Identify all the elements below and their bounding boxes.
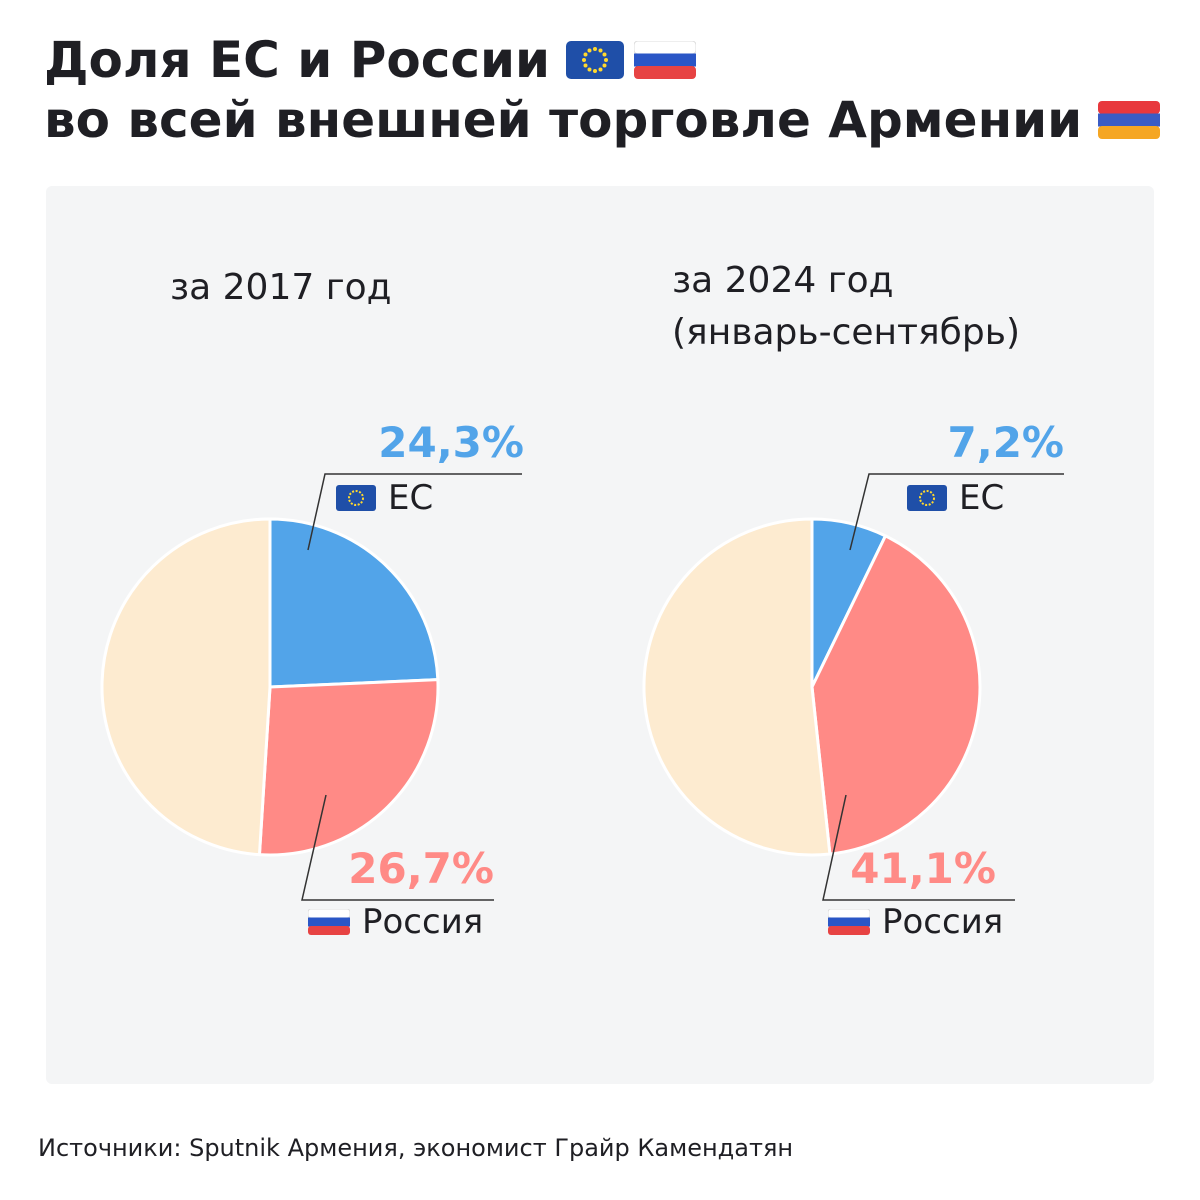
- pie-chart-2017: [100, 517, 440, 857]
- title-line-2: во всей внешней торговле Армении: [44, 90, 1164, 150]
- russia-value-label-2024: 41,1%: [850, 844, 996, 893]
- eu-flag-icon: [907, 485, 947, 511]
- slice-other: [642, 517, 832, 857]
- slice-russia: [810, 534, 982, 856]
- russia-legend-2024: Россия: [828, 902, 1003, 942]
- slice-russia: [257, 678, 440, 857]
- russia-legend-2017: Россия: [308, 902, 483, 942]
- leader-line-russia-2024: [822, 794, 1015, 901]
- chart-subtitle-2024: (январь-сентябрь): [672, 312, 1020, 353]
- pie-chart-2024: [642, 517, 982, 857]
- russia-flag-icon: [828, 909, 870, 935]
- leader-line-russia-2017: [301, 794, 494, 901]
- eu-legend-label-2024: ЕС: [959, 478, 1005, 518]
- russia-flag-icon: [308, 909, 350, 935]
- eu-legend-2017: ЕС: [336, 478, 433, 518]
- russia-value-label-2017: 26,7%: [348, 844, 494, 893]
- russia-legend-label-2017: Россия: [362, 902, 484, 942]
- chart-title-2017: за 2017 год: [170, 267, 392, 308]
- slice-eu: [268, 517, 440, 689]
- leader-lines: [301, 473, 1064, 901]
- slice-other: [100, 517, 272, 857]
- title-text-2: во всей внешней торговле Армении: [44, 91, 1083, 149]
- armenia-flag-icon: [1098, 101, 1161, 139]
- leader-line-eu-2024: [849, 473, 1064, 551]
- russia-flag-icon: [634, 41, 697, 79]
- russia-legend-label-2024: Россия: [882, 902, 1004, 942]
- chart-title-2024: за 2024 год: [672, 260, 894, 301]
- eu-legend-label-2017: ЕС: [388, 478, 434, 518]
- eu-flag-icon: [336, 485, 376, 511]
- source-note: Источники: Sputnik Армения, экономист Гр…: [38, 1134, 794, 1162]
- eu-value-label-2017: 24,3%: [378, 418, 524, 467]
- title-text-1: Доля ЕС и России: [44, 31, 551, 89]
- eu-value-label-2024: 7,2%: [947, 418, 1064, 467]
- leader-line-eu-2017: [307, 473, 522, 551]
- eu-legend-2024: ЕС: [907, 478, 1004, 518]
- title-line-1: Доля ЕС и России: [44, 30, 1164, 90]
- eu-flag-icon: [566, 41, 625, 79]
- page-title: Доля ЕС и России во всей внешней торговл…: [44, 30, 1164, 150]
